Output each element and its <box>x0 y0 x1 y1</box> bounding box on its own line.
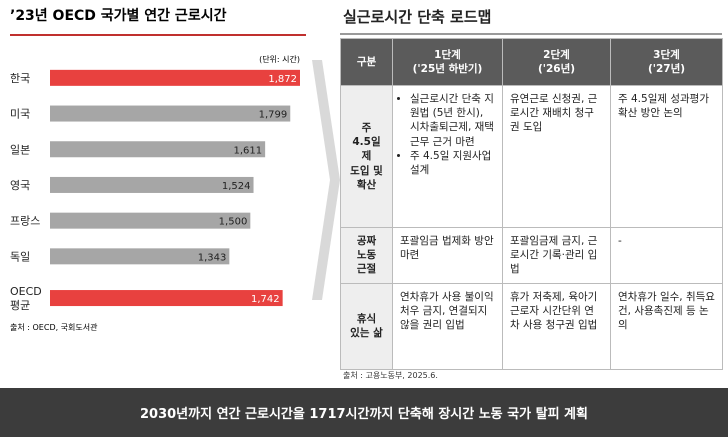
bar <box>50 212 251 229</box>
roadmap-title: 실근로시간 단축 로드맵 <box>343 8 492 26</box>
table-row: 주 4.5일제 도입 및 확산실근로시간 단축 지원법 (5년 한시), 시차출… <box>340 85 723 228</box>
bar <box>50 105 291 122</box>
category-label: OECD 평균 <box>10 285 42 312</box>
unit-label: (단위: 시간) <box>259 54 300 64</box>
cell: 휴가 저축제, 육아기 근로자 시간단위 연차 사용 청구권 입법 <box>502 282 611 370</box>
cell: 연차휴가 일수, 취득요건, 사용촉진제 등 논의 <box>610 282 723 370</box>
header-cell: 2단계 ('26년) <box>502 38 611 86</box>
header-cell: 1단계 ('25년 하반기) <box>392 38 503 86</box>
cell: 실근로시간 단축 지원법 (5년 한시), 시차출퇴근제, 재택근무 근거 마련… <box>392 85 503 228</box>
value-label: 1,872 <box>268 74 297 85</box>
cell: - <box>610 227 723 284</box>
value-label: 1,500 <box>219 217 248 228</box>
value-label: 1,524 <box>222 181 251 192</box>
chart: ’23년 OECD 국가별 연간 근로시간 (단위: 시간) 출처 : OECD… <box>10 7 340 332</box>
arrow <box>312 60 340 300</box>
bar <box>50 248 230 265</box>
chart-title: ’23년 OECD 국가별 연간 근로시간 <box>10 7 227 24</box>
table-row: 공짜 노동 근절 포괄임금 법제화 방안 마련 포괄임금제 금지, 근로시간 기록·… <box>340 227 723 284</box>
source: 출처 : OECD, 국회도서관 <box>10 322 98 332</box>
row-label: 휴식 있는 삶 <box>340 282 393 370</box>
row-label: 공짜 노동 근절 <box>340 227 393 284</box>
header-cell: 구분 <box>340 38 393 86</box>
value-label: 1,343 <box>198 252 227 263</box>
bar <box>50 69 300 86</box>
category-label: 독일 <box>10 249 30 263</box>
cell: 주 4.5일제 성과평가 확산 방안 논의 <box>610 85 723 228</box>
category-label: 일본 <box>10 142 30 156</box>
bar <box>50 176 254 193</box>
category-label: 한국 <box>10 72 30 85</box>
bullet-list: 실근로시간 단축 지원법 (5년 한시), 시차출퇴근제, 재택근무 근거 마련… <box>400 92 495 177</box>
value-label: 1,742 <box>251 294 280 305</box>
cell: 포괄임금 법제화 방안 마련 <box>392 227 503 284</box>
bullet-item: 주 4.5일 지원사업 설계 <box>410 149 495 177</box>
cell: 포괄임금제 금지, 근로시간 기록·관리 입법 <box>502 227 611 284</box>
cell: 유연근로 신청권, 근로시간 재배치 청구권 도입 <box>502 85 611 228</box>
row-label: 주 4.5일제 도입 및 확산 <box>340 85 393 228</box>
category-label: 영국 <box>10 179 30 192</box>
title-underline <box>340 33 722 35</box>
bar <box>50 141 266 158</box>
bullet-item: 실근로시간 단축 지원법 (5년 한시), 시차출퇴근제, 재택근무 근거 마련 <box>410 92 495 149</box>
value-label: 1,799 <box>259 110 288 121</box>
source: 출처 : 고용노동부, 2025.6. <box>343 371 438 380</box>
table-row: 휴식 있는 삶 연차휴가 사용 불이익처우 금지, 연결되지 않을 권리 입법 휴가… <box>340 282 723 370</box>
title-underline <box>10 34 306 36</box>
category-label: 프랑스 <box>10 215 40 228</box>
bar <box>50 290 283 307</box>
header-row: 구분 1단계 ('25년 하반기) 2단계 ('26년) 3단계 ('27년) <box>340 38 723 86</box>
value-label: 1,611 <box>234 145 263 156</box>
roadmap-table: 구분 1단계 ('25년 하반기) 2단계 ('26년) 3단계 ('27년) 주 4.… <box>340 38 723 370</box>
header-cell: 3단계 ('27년) <box>610 38 723 86</box>
banner: 2030년까지 연간 근로시간을 1717시간까지 단축해 장시간 노동 국가 … <box>0 388 728 437</box>
category-label: 미국 <box>10 108 30 121</box>
cell: 연차휴가 사용 불이익처우 금지, 연결되지 않을 권리 입법 <box>392 282 503 370</box>
